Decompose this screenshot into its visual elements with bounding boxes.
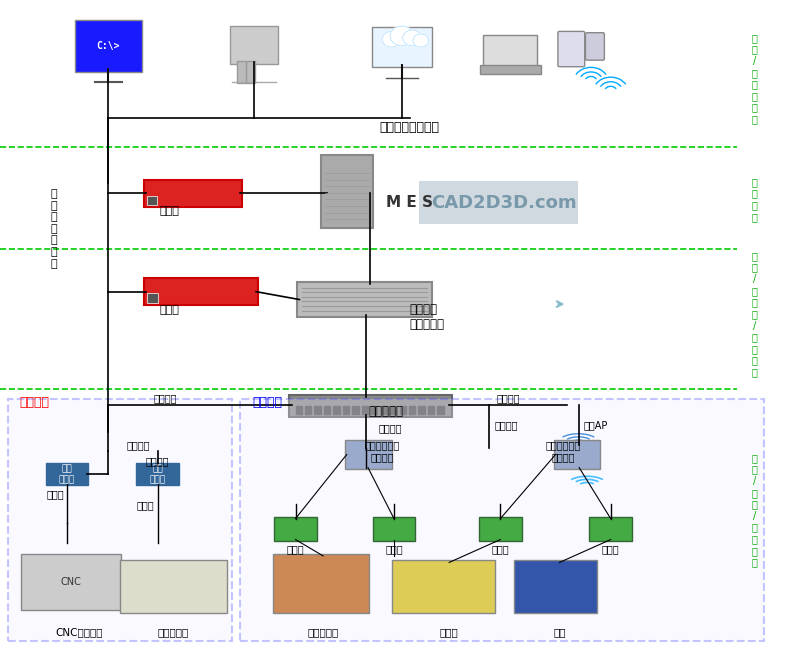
FancyBboxPatch shape <box>75 20 142 72</box>
Text: 传感器: 传感器 <box>287 544 304 554</box>
FancyBboxPatch shape <box>147 196 157 205</box>
Text: 以太网线: 以太网线 <box>154 394 177 404</box>
Bar <box>314 406 321 414</box>
FancyBboxPatch shape <box>585 33 604 60</box>
Circle shape <box>413 34 429 47</box>
Bar <box>371 406 377 414</box>
FancyBboxPatch shape <box>147 293 158 303</box>
FancyBboxPatch shape <box>8 399 232 641</box>
Text: 无线AP: 无线AP <box>583 420 608 430</box>
FancyBboxPatch shape <box>373 517 415 541</box>
FancyBboxPatch shape <box>573 444 584 468</box>
Text: 焊机: 焊机 <box>553 628 566 638</box>
Text: 数据采集模块
（无线）: 数据采集模块 （无线） <box>546 440 581 462</box>
Bar <box>333 406 340 414</box>
FancyBboxPatch shape <box>120 560 227 613</box>
Text: 以太网线: 以太网线 <box>378 423 402 434</box>
Circle shape <box>382 31 401 47</box>
Text: 设备监控信息展示: 设备监控信息展示 <box>380 121 440 134</box>
FancyBboxPatch shape <box>240 399 764 641</box>
Text: 核心交换机: 核心交换机 <box>369 405 403 419</box>
Bar <box>381 406 387 414</box>
Text: 混砂机: 混砂机 <box>440 628 459 638</box>
FancyBboxPatch shape <box>479 517 522 541</box>
Bar <box>324 406 330 414</box>
FancyBboxPatch shape <box>297 282 432 317</box>
Bar <box>296 406 302 414</box>
FancyBboxPatch shape <box>289 395 452 417</box>
Bar <box>352 406 359 414</box>
FancyBboxPatch shape <box>273 554 369 613</box>
FancyBboxPatch shape <box>230 26 278 64</box>
FancyBboxPatch shape <box>558 31 585 67</box>
Text: 以太网线: 以太网线 <box>495 420 519 430</box>
Text: 车
间
/
回
路
/
感
知
系
统: 车 间 / 回 路 / 感 知 系 统 <box>752 453 758 567</box>
Bar <box>409 406 415 414</box>
Text: M E S: M E S <box>386 196 433 210</box>
Text: 防火墙: 防火墙 <box>159 206 180 216</box>
Text: 串口线: 串口线 <box>46 489 64 499</box>
FancyBboxPatch shape <box>321 155 373 228</box>
FancyBboxPatch shape <box>274 517 317 541</box>
FancyBboxPatch shape <box>372 27 432 67</box>
FancyBboxPatch shape <box>480 65 541 74</box>
FancyBboxPatch shape <box>21 554 121 610</box>
Text: CAD2D3D.com: CAD2D3D.com <box>432 194 577 212</box>
Text: 传感器: 传感器 <box>492 544 509 554</box>
Circle shape <box>403 30 422 46</box>
Text: 防火墙: 防火墙 <box>159 305 180 315</box>
FancyBboxPatch shape <box>136 463 179 485</box>
FancyBboxPatch shape <box>589 517 632 541</box>
Bar <box>418 406 425 414</box>
Text: 串口
转换器: 串口 转换器 <box>150 464 165 484</box>
Text: 串口
转换器: 串口 转换器 <box>59 464 75 484</box>
Text: 传感器: 传感器 <box>602 544 619 554</box>
Text: 以太网线: 以太网线 <box>496 394 520 404</box>
Text: 数控设备: 数控设备 <box>20 396 50 409</box>
Text: 网
络
架
构
示
意
图: 网 络 架 构 示 意 图 <box>50 189 57 269</box>
Bar <box>390 406 396 414</box>
FancyBboxPatch shape <box>392 560 495 613</box>
Text: 以太网线: 以太网线 <box>146 456 169 466</box>
Circle shape <box>390 26 414 46</box>
Bar <box>428 406 434 414</box>
FancyBboxPatch shape <box>483 35 537 67</box>
Bar <box>437 406 444 414</box>
FancyBboxPatch shape <box>144 278 258 305</box>
Bar <box>343 406 349 414</box>
FancyBboxPatch shape <box>46 463 88 485</box>
FancyBboxPatch shape <box>514 560 597 613</box>
Text: 用
户
/
监
控
演
示
层: 用 户 / 监 控 演 示 层 <box>752 33 758 124</box>
Text: 管
理
中
心: 管 理 中 心 <box>752 177 758 222</box>
Text: 数控等离子: 数控等离子 <box>158 628 189 638</box>
FancyBboxPatch shape <box>554 440 600 469</box>
Bar <box>400 406 406 414</box>
Text: 数据采集模块
（有线）: 数据采集模块 （有线） <box>365 440 400 462</box>
FancyBboxPatch shape <box>419 181 578 224</box>
Text: CNC: CNC <box>61 577 81 587</box>
Text: 串口线: 串口线 <box>137 500 154 510</box>
FancyBboxPatch shape <box>144 180 242 207</box>
Text: CNC加工中心: CNC加工中心 <box>55 628 102 638</box>
Text: C:\>: C:\> <box>97 41 120 51</box>
FancyBboxPatch shape <box>345 440 392 469</box>
Bar <box>362 406 368 414</box>
Text: 传感器: 传感器 <box>385 544 403 554</box>
Text: 以太网线: 以太网线 <box>126 439 150 450</box>
Text: 中频感应炉: 中频感应炉 <box>307 628 339 638</box>
Bar <box>305 406 311 414</box>
Text: 传统设备: 传统设备 <box>252 396 282 409</box>
Text: 核
心
/
防
火
墙
/
园
区
网
络: 核 心 / 防 火 墙 / 园 区 网 络 <box>752 251 758 377</box>
FancyBboxPatch shape <box>237 61 255 83</box>
Text: 设备数据
中心服务器: 设备数据 中心服务器 <box>410 303 444 331</box>
